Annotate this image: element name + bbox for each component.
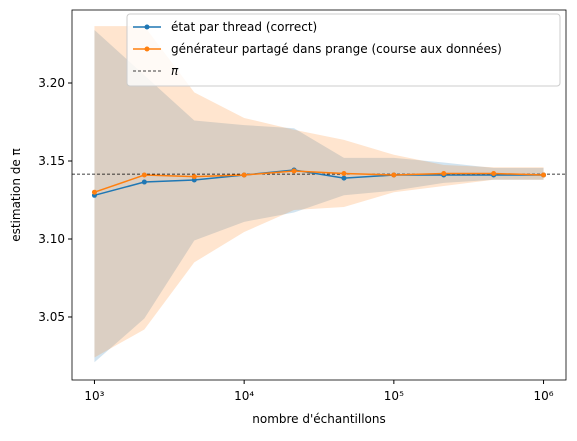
legend-label: générateur partagé dans prange (course a…: [171, 42, 502, 56]
legend-box: [126, 13, 561, 87]
y-tick-label: 3.10: [38, 232, 65, 246]
y-tick-label: 3.05: [38, 310, 65, 324]
legend-label: π: [171, 64, 179, 78]
data-point: [291, 168, 297, 174]
data-point: [141, 179, 147, 185]
y-tick-label: 3.15: [38, 154, 65, 168]
legend: état par thread (correct) générateur part…: [126, 13, 561, 87]
data-point: [341, 170, 347, 176]
x-tick-label: 10⁵: [384, 389, 404, 403]
data-point: [491, 170, 497, 176]
plot-frame: [71, 9, 567, 381]
x-axis-label: nombre d'échantillons: [252, 412, 386, 426]
legend-label: état par thread (correct): [171, 20, 317, 34]
confidence-band: [94, 26, 544, 358]
data-point: [141, 172, 147, 178]
series-line: [94, 170, 544, 193]
data-point: [241, 172, 247, 178]
data-point: [541, 172, 547, 178]
legend-marker: [144, 46, 150, 52]
series-line: [94, 169, 544, 197]
confidence-band: [94, 29, 544, 363]
data-point: [441, 170, 447, 176]
data-point: [191, 174, 197, 180]
data-point: [91, 189, 97, 195]
data-point: [341, 175, 347, 181]
x-tick-label: 10³: [84, 389, 104, 403]
y-axis-label: estimation de π: [9, 148, 23, 242]
x-tick-label: 10⁶: [533, 389, 553, 403]
data-point: [391, 172, 397, 178]
data-point: [191, 177, 197, 183]
y-tick-label: 3.20: [38, 76, 65, 90]
x-tick-label: 10⁴: [234, 389, 254, 403]
legend-marker: [144, 24, 150, 30]
